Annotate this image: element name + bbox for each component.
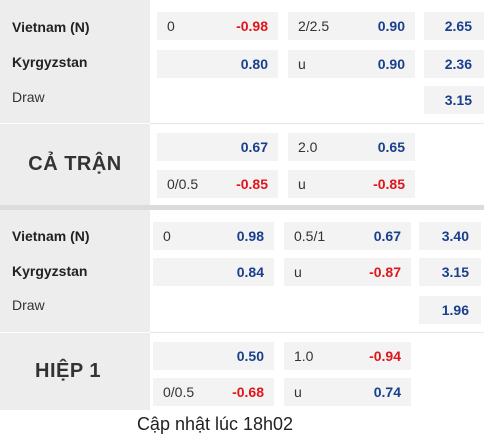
handicap-away-odds: 0.80	[240, 56, 268, 72]
teams-panel: Vietnam (N) Kyrgyzstan Draw	[0, 210, 150, 332]
x12-draw-odds: 1.96	[441, 302, 469, 318]
alt-handicap-line: 0/0.5	[163, 384, 195, 400]
over-cell[interactable]: 0.5/1 0.67	[284, 222, 411, 250]
x12-away-cell[interactable]: 3.15	[419, 258, 481, 286]
alt-under-cell[interactable]: u 0.74	[284, 378, 411, 406]
alt-over-cell[interactable]: 2.0 0.65	[288, 133, 415, 161]
alt-under-odds: -0.85	[373, 176, 405, 192]
alt-over-odds: 0.65	[377, 139, 405, 155]
period-label-full-match: CẢ TRẬN	[0, 124, 150, 205]
update-time-caption: Cập nhật lúc 18h02	[136, 414, 294, 434]
row-divider	[150, 332, 484, 333]
alt-over-line: 1.0	[294, 348, 314, 364]
handicap-home-odds: -0.98	[236, 18, 268, 34]
alt-handicap-home-odds: 0.67	[240, 139, 268, 155]
alt-handicap-line: 0/0.5	[167, 176, 199, 192]
handicap-home-cell[interactable]: 0 0.98	[153, 222, 274, 250]
alt-handicap-away-cell[interactable]: 0/0.5 -0.68	[153, 378, 274, 406]
x12-away-odds: 2.36	[444, 56, 472, 72]
x12-draw-odds: 3.15	[444, 92, 472, 108]
handicap-line: 0	[163, 228, 171, 244]
under-cell[interactable]: u 0.90	[288, 50, 415, 78]
alt-handicap-away-odds: -0.68	[232, 384, 264, 400]
under-label: u	[294, 264, 302, 280]
handicap-away-cell[interactable]: 0.84	[153, 258, 274, 286]
under-odds: 0.90	[377, 56, 405, 72]
x12-home-cell[interactable]: 2.65	[424, 12, 484, 40]
home-team-name: Vietnam (N)	[12, 228, 90, 244]
section-divider	[0, 205, 484, 210]
handicap-away-cell[interactable]: 0.80	[157, 50, 278, 78]
away-team-name: Kyrgyzstan	[12, 263, 88, 279]
alt-over-cell[interactable]: 1.0 -0.94	[284, 342, 411, 370]
alt-handicap-away-odds: -0.85	[236, 176, 268, 192]
full-match-section: Vietnam (N) Kyrgyzstan Draw CẢ TRẬN 0 -0…	[0, 0, 484, 205]
x12-home-odds: 2.65	[444, 18, 472, 34]
away-team-name: Kyrgyzstan	[12, 54, 88, 70]
handicap-away-odds: 0.84	[236, 264, 264, 280]
first-half-section: Vietnam (N) Kyrgyzstan Draw HIỆP 1 0 0.9…	[0, 210, 484, 410]
teams-panel: Vietnam (N) Kyrgyzstan Draw	[0, 0, 150, 123]
period-label-first-half: HIỆP 1	[0, 333, 150, 410]
under-cell[interactable]: u -0.87	[284, 258, 411, 286]
handicap-line: 0	[167, 18, 175, 34]
alt-over-line: 2.0	[298, 139, 318, 155]
alt-handicap-home-cell[interactable]: 0.67	[157, 133, 278, 161]
x12-away-cell[interactable]: 2.36	[424, 50, 484, 78]
x12-home-odds: 3.40	[441, 228, 469, 244]
over-line: 2/2.5	[298, 18, 330, 34]
x12-draw-cell[interactable]: 3.15	[424, 86, 484, 114]
draw-label: Draw	[12, 89, 45, 105]
over-cell[interactable]: 2/2.5 0.90	[288, 12, 415, 40]
x12-home-cell[interactable]: 3.40	[419, 222, 481, 250]
alt-handicap-away-cell[interactable]: 0/0.5 -0.85	[157, 170, 278, 198]
alt-handicap-home-cell[interactable]: 0.50	[153, 342, 274, 370]
over-odds: 0.67	[373, 228, 401, 244]
row-divider	[150, 123, 484, 124]
over-odds: 0.90	[377, 18, 405, 34]
home-team-name: Vietnam (N)	[12, 19, 90, 35]
alt-under-label: u	[298, 176, 306, 192]
alt-over-odds: -0.94	[369, 348, 401, 364]
alt-under-label: u	[294, 384, 302, 400]
x12-away-odds: 3.15	[441, 264, 469, 280]
under-odds: -0.87	[369, 264, 401, 280]
draw-label: Draw	[12, 297, 45, 313]
under-label: u	[298, 56, 306, 72]
handicap-home-odds: 0.98	[236, 228, 264, 244]
alt-under-cell[interactable]: u -0.85	[288, 170, 415, 198]
handicap-home-cell[interactable]: 0 -0.98	[157, 12, 278, 40]
alt-under-odds: 0.74	[373, 384, 401, 400]
alt-handicap-home-odds: 0.50	[236, 348, 264, 364]
over-line: 0.5/1	[294, 228, 326, 244]
x12-draw-cell[interactable]: 1.96	[419, 296, 481, 324]
